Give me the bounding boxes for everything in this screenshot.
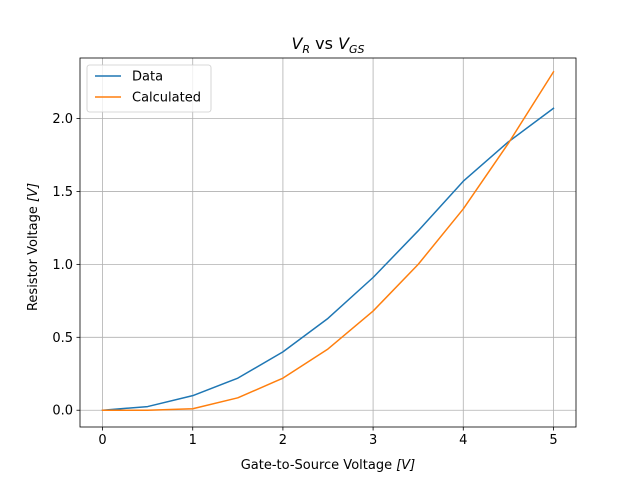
title-sub-2: GS (349, 43, 365, 56)
x-tick-label-1: 1 (189, 433, 197, 448)
series-line-calculated (101, 70, 555, 411)
legend: Data Calculated (86, 64, 212, 113)
title-middle: vs (310, 34, 338, 53)
x-axis-label-text: Gate-to-Source Voltage (241, 458, 397, 473)
title-sub-1: R (302, 43, 310, 56)
x-tick-label-0: 0 (98, 433, 106, 448)
x-tick-label-4: 4 (459, 433, 467, 448)
y-tick-label-3: 1.5 (52, 185, 73, 200)
y-axis-label-unit: [V] (26, 183, 41, 202)
series-layer (101, 70, 555, 412)
x-axis-label: Gate-to-Source Voltage [V] (241, 458, 416, 473)
x-tick-label-2: 2 (279, 433, 287, 448)
title-var-2: V (338, 34, 350, 53)
tick-layer: 0 1 2 3 4 5 0.0 0.5 1.0 1.5 2.0 (52, 112, 557, 448)
y-tick-label-4: 2.0 (52, 112, 73, 127)
y-tick-label-0: 0.0 (52, 404, 73, 419)
y-axis-label-text: Resistor Voltage (26, 202, 41, 311)
legend-label-calculated: Calculated (132, 91, 201, 106)
plot-area-frame (79, 57, 577, 428)
series-line-data (101, 107, 555, 412)
x-axis-label-unit: [V] (396, 458, 415, 473)
y-tick-label-1: 0.5 (52, 331, 73, 346)
x-tick-label-3: 3 (369, 433, 377, 448)
title-var-1: V (291, 34, 303, 53)
x-tick-label-5: 5 (549, 433, 557, 448)
y-axis-label: Resistor Voltage [V] (26, 183, 41, 311)
legend-label-data: Data (132, 70, 163, 85)
y-tick-label-2: 1.0 (52, 258, 73, 273)
chart-title: VR vs VGS (291, 34, 364, 56)
grid-layer (80, 58, 576, 427)
